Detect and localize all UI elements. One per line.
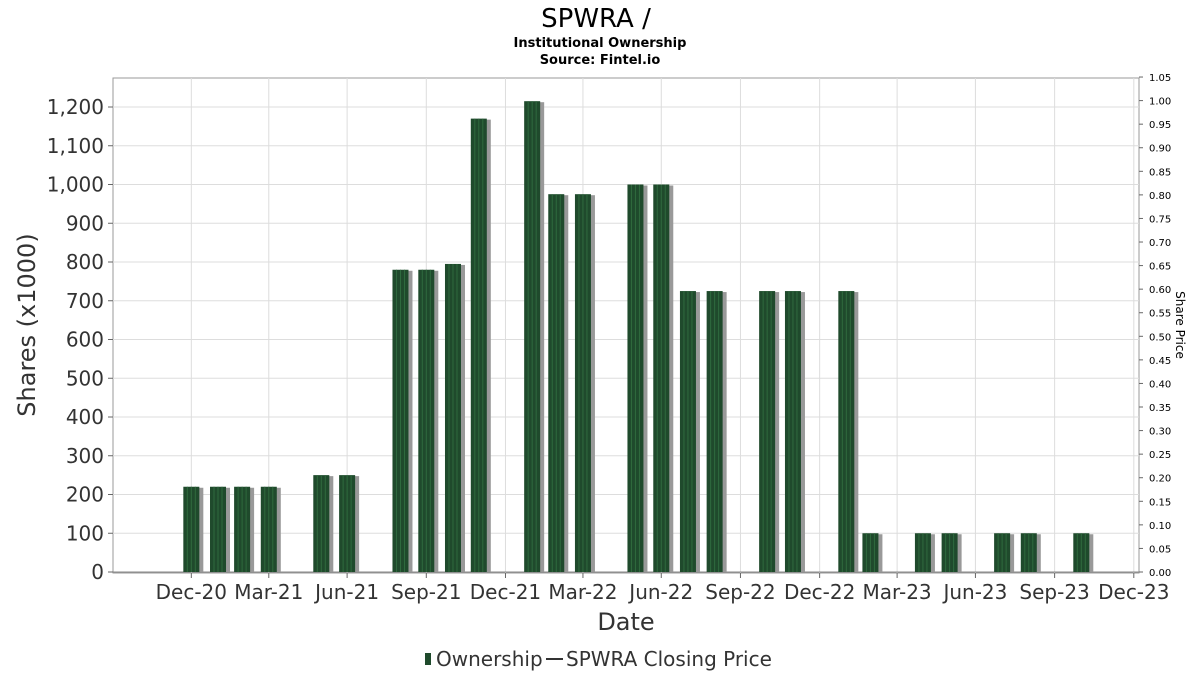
y2-tick-label: 0.00 (1149, 568, 1171, 579)
y-tick-label: 500 (66, 366, 104, 390)
x-tick-label: Dec-20 (156, 580, 227, 604)
y-tick-label: 700 (66, 289, 104, 313)
ownership-bar (444, 263, 465, 572)
ownership-bar (548, 194, 569, 572)
ownership-bar (941, 533, 962, 572)
y2-tick-label: 0.20 (1149, 474, 1171, 485)
ownership-bar (183, 486, 204, 572)
x-tick-label: Dec-22 (784, 580, 855, 604)
y2-tick-label: 0.75 (1149, 214, 1171, 225)
legend-ownership-label: Ownership (436, 647, 543, 671)
y-tick-label: 300 (66, 444, 104, 468)
y2-tick-label: 0.35 (1149, 403, 1171, 414)
x-tick-label: Dec-21 (470, 580, 541, 604)
ownership-bar (418, 269, 439, 572)
plot-area (112, 77, 1140, 574)
y2-tick-label: 0.65 (1149, 262, 1171, 273)
ownership-bar (210, 486, 231, 572)
y2-tick-label: 0.40 (1149, 379, 1171, 390)
ownership-bar (838, 291, 859, 572)
ownership-bar (339, 475, 360, 572)
x-tick-label: Jun-22 (627, 580, 693, 604)
y2-axis-label: Share Price (1173, 291, 1187, 359)
y2-axis-ticks: 0.00 0.05 0.10 0.15 0.20 0.25 0.30 0.35 0.40 0.45… (1139, 73, 1171, 579)
ownership-bar (862, 533, 883, 572)
y-axis-label: Shares (x1000) (13, 233, 41, 416)
y2-tick-label: 0.10 (1149, 521, 1171, 532)
y2-tick-label: 0.55 (1149, 309, 1171, 320)
legend-ownership-swatch (425, 653, 431, 665)
y-tick-label: 800 (66, 250, 104, 274)
y2-tick-label: 1.05 (1149, 73, 1171, 84)
y2-tick-label: 0.80 (1149, 191, 1171, 202)
chart-title: SPWRA / (541, 4, 651, 34)
ownership-bar (260, 486, 281, 572)
y-tick-label: 1,200 (47, 95, 104, 119)
y-tick-label: 200 (66, 483, 104, 507)
y-tick-label: 1,000 (47, 173, 104, 197)
y2-tick-label: 0.25 (1149, 450, 1171, 461)
ownership-bar (1020, 533, 1041, 572)
y-tick-label: 0 (91, 560, 104, 584)
y-tick-label: 900 (66, 211, 104, 235)
x-tick-label: Jun-23 (941, 580, 1007, 604)
ownership-bar (392, 269, 413, 572)
y-axis-ticks: 0 100 200 300 400 500 600 700 800 900 1,000 1,100 1,… (47, 95, 113, 584)
ownership-bar (784, 291, 805, 572)
ownership-bar (759, 291, 780, 572)
y-tick-label: 600 (66, 328, 104, 352)
x-tick-label: Sep-23 (1019, 580, 1089, 604)
legend-price-label: SPWRA Closing Price (566, 647, 772, 671)
x-tick-label: Dec-23 (1098, 580, 1169, 604)
y-tick-label: 1,100 (47, 134, 104, 158)
y2-tick-label: 1.00 (1149, 97, 1171, 108)
x-axis-label: Date (597, 608, 654, 636)
x-tick-label: Mar-22 (548, 580, 617, 604)
ownership-bar (524, 101, 545, 572)
x-tick-label: Sep-21 (391, 580, 461, 604)
chart-subtitle: Institutional Ownership (514, 36, 687, 51)
ownership-bar (234, 486, 255, 572)
x-tick-label: Sep-22 (705, 580, 775, 604)
ownership-bar (627, 184, 648, 572)
bars-layer (183, 101, 1094, 572)
y-tick-label: 400 (66, 405, 104, 429)
ownership-bar (574, 194, 595, 572)
ownership-bar (706, 291, 727, 572)
y-tick-label: 100 (66, 521, 104, 545)
ownership-bar (653, 184, 674, 572)
y2-tick-label: 0.50 (1149, 332, 1171, 343)
x-tick-label: Mar-21 (234, 580, 303, 604)
ownership-bar (1073, 533, 1094, 572)
ownership-bar (994, 533, 1015, 572)
y2-tick-label: 0.70 (1149, 238, 1171, 249)
y2-tick-label: 0.45 (1149, 356, 1171, 367)
ownership-bar (914, 533, 935, 572)
ownership-bar (470, 118, 491, 572)
chart-source: Source: Fintel.io (540, 53, 661, 68)
y2-tick-label: 0.05 (1149, 544, 1171, 555)
y2-tick-label: 0.95 (1149, 120, 1171, 131)
y2-tick-label: 0.30 (1149, 427, 1171, 438)
x-tick-label: Jun-21 (313, 580, 379, 604)
legend: Ownership SPWRA Closing Price (425, 647, 772, 671)
y2-tick-label: 0.90 (1149, 144, 1171, 155)
x-tick-label: Mar-23 (863, 580, 932, 604)
x-axis-ticks: Dec-20 Mar-21 Jun-21 Sep-21 Dec-21 Mar-22 Jun-… (156, 573, 1169, 604)
ownership-bar (679, 291, 700, 572)
y2-tick-label: 0.85 (1149, 167, 1171, 178)
y2-tick-label: 0.15 (1149, 497, 1171, 508)
y2-tick-label: 0.60 (1149, 285, 1171, 296)
ownership-bar (313, 475, 334, 572)
